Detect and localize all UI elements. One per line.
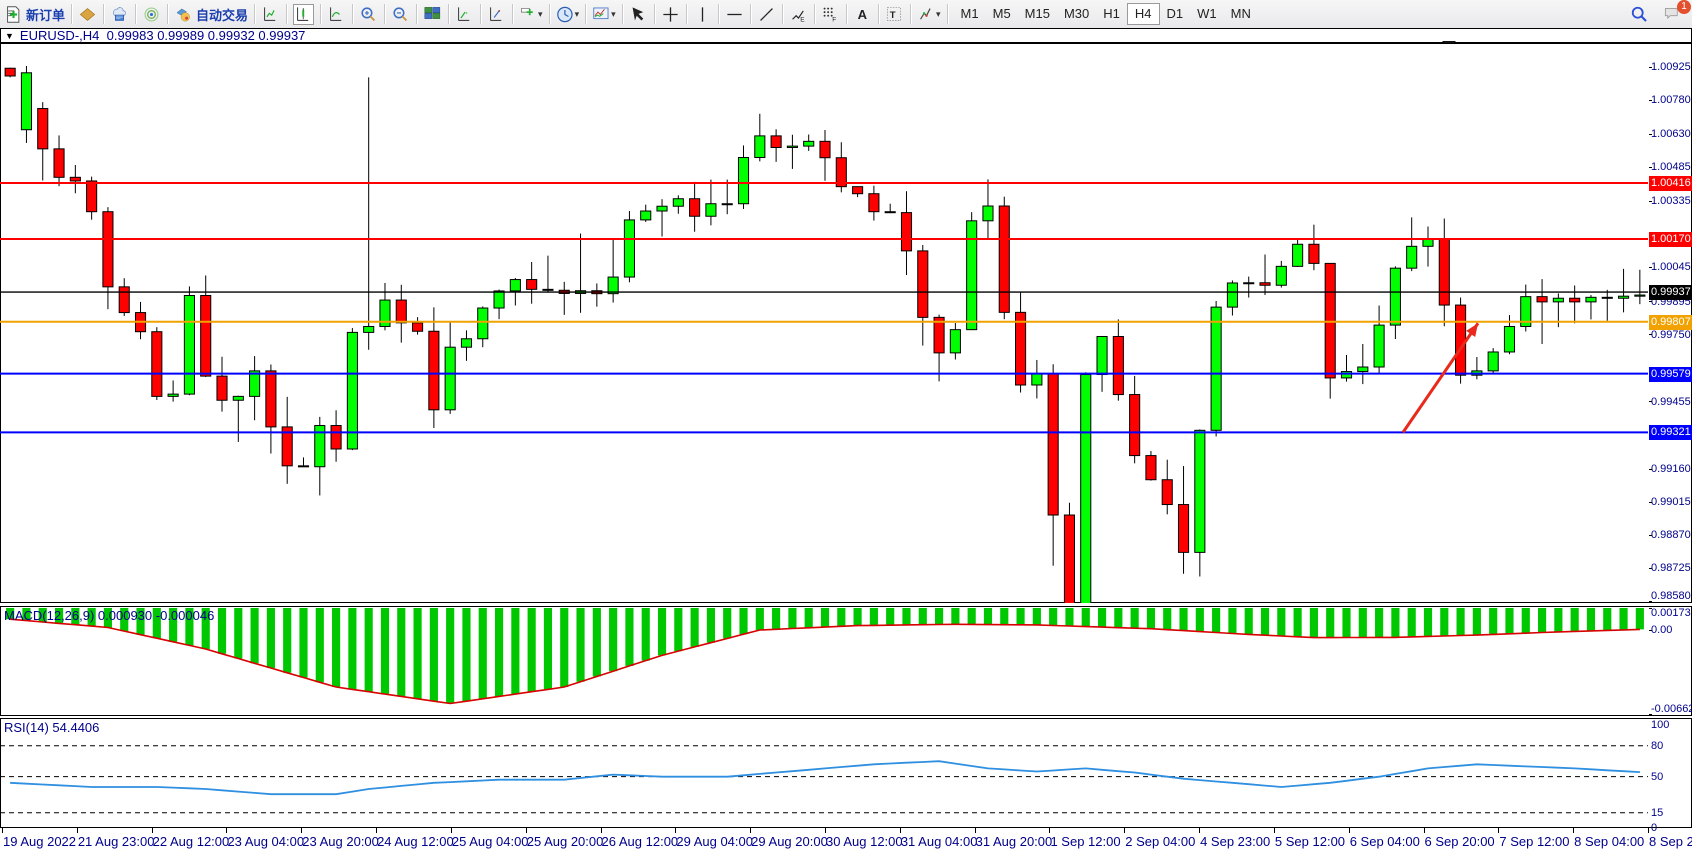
svg-text:F: F bbox=[832, 16, 836, 23]
svg-text:T: T bbox=[890, 10, 896, 21]
svg-text:E: E bbox=[800, 16, 805, 23]
